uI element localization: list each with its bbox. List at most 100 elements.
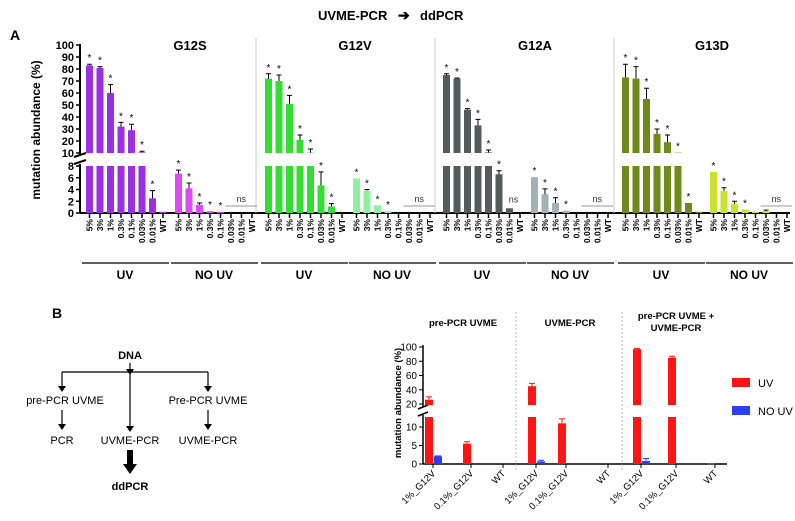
bar (86, 166, 93, 213)
bar (622, 77, 629, 153)
diagram-right-step: Pre-PCR UVME (169, 395, 248, 407)
error-bar (644, 87, 649, 99)
error-bar (464, 441, 470, 444)
bar-uv (558, 423, 566, 464)
legend-swatch (732, 378, 750, 387)
y-tick-label: 60 (406, 371, 418, 382)
x-tick-label: 0.3% (383, 219, 393, 239)
legend-label: UV (758, 378, 774, 390)
group-label: UV (117, 268, 134, 282)
significance-star: * (386, 200, 390, 211)
axis-break-icon (417, 404, 429, 417)
x-tick-label: WT (595, 468, 613, 486)
x-tick-label: 0.03% (137, 219, 147, 244)
significance-star: * (330, 193, 334, 204)
bar-no-uv (434, 456, 442, 464)
significance-star: * (151, 180, 155, 191)
bar-uv (528, 386, 536, 405)
arrow-down-icon (58, 424, 212, 430)
x-tick-label: 1% (106, 219, 116, 232)
bar (363, 190, 371, 213)
group-label: NO UV (730, 268, 768, 282)
y-tick-label: 0 (411, 460, 417, 471)
bar (196, 204, 203, 213)
error-bar (364, 189, 370, 191)
error-bar (318, 171, 324, 186)
header-left: UVME-PCR (318, 8, 388, 23)
x-tick-label: 1% (551, 219, 561, 232)
bar (485, 152, 492, 153)
error-bar (266, 73, 271, 79)
x-tick-label: 0.01% (505, 219, 515, 244)
x-tick-label: 5% (264, 219, 274, 232)
y-tick-label: 40 (406, 385, 418, 396)
significance-star: * (655, 118, 659, 129)
diagram-left-end: PCR (50, 435, 73, 447)
x-tick-label: 0.3% (116, 219, 126, 239)
y-tick-label: 20 (62, 136, 74, 148)
error-bar (150, 190, 155, 199)
error-bar (139, 150, 145, 153)
header-right: ddPCR (420, 8, 464, 23)
significance-star: * (309, 138, 313, 149)
bar (286, 166, 293, 213)
bar (474, 125, 482, 153)
significance-star: * (666, 124, 670, 135)
legend-label: NO UV (758, 406, 794, 418)
bar-uv (633, 417, 641, 464)
bar (96, 166, 104, 213)
error-bar (623, 63, 628, 78)
error-bar (553, 197, 558, 204)
bar (128, 166, 135, 213)
x-tick-label: 0.3% (473, 219, 483, 239)
bar-uv (425, 399, 433, 405)
significance-star: * (140, 140, 144, 151)
bar-no-uv (537, 461, 545, 464)
significance-star: * (198, 192, 202, 203)
group-label: NO UV (551, 268, 589, 282)
bar (86, 65, 93, 153)
significance-star: * (722, 177, 726, 188)
bar (653, 166, 661, 213)
y-tick-label: 6 (68, 173, 74, 185)
significance-star: * (466, 98, 470, 109)
y-tick-label: 20 (406, 400, 418, 411)
significance-star: * (743, 198, 747, 209)
y-tick-label: 30 (62, 124, 74, 136)
bar (328, 206, 335, 213)
error-bar (465, 108, 470, 110)
x-tick-label: WT (425, 218, 435, 232)
x-tick-label: 0.1% (751, 219, 761, 239)
significance-star: * (564, 200, 568, 211)
x-tick-label: 0.03% (761, 219, 771, 244)
panel-title: G12S (173, 38, 207, 53)
bar (138, 166, 146, 213)
error-bar (118, 121, 124, 127)
bar (138, 152, 146, 153)
y-tick-label: 100 (56, 40, 74, 52)
ns-label: ns (509, 194, 519, 204)
significance-star: * (533, 166, 537, 177)
error-bar (444, 73, 449, 75)
error-bar (87, 63, 92, 66)
error-bar (496, 170, 502, 175)
group-title: pre-PCR UVME + (638, 311, 715, 322)
bar (674, 166, 682, 213)
error-bar (108, 84, 113, 93)
arrow-right-icon: ➔ (398, 7, 410, 23)
group-label: UV (474, 268, 491, 282)
error-bar (665, 134, 670, 143)
x-tick-label: 3% (631, 219, 641, 232)
significance-star: * (267, 63, 271, 74)
bar (96, 67, 104, 153)
diagram-final: ddPCR (112, 481, 149, 493)
error-bar (426, 396, 432, 400)
error-bar (633, 66, 639, 79)
significance-star: * (733, 190, 737, 201)
error-bar (643, 457, 649, 462)
error-bar (634, 347, 640, 350)
x-tick-label: 1% (285, 219, 295, 232)
x-tick-label: WT (603, 218, 613, 232)
bar-uv (528, 417, 536, 464)
